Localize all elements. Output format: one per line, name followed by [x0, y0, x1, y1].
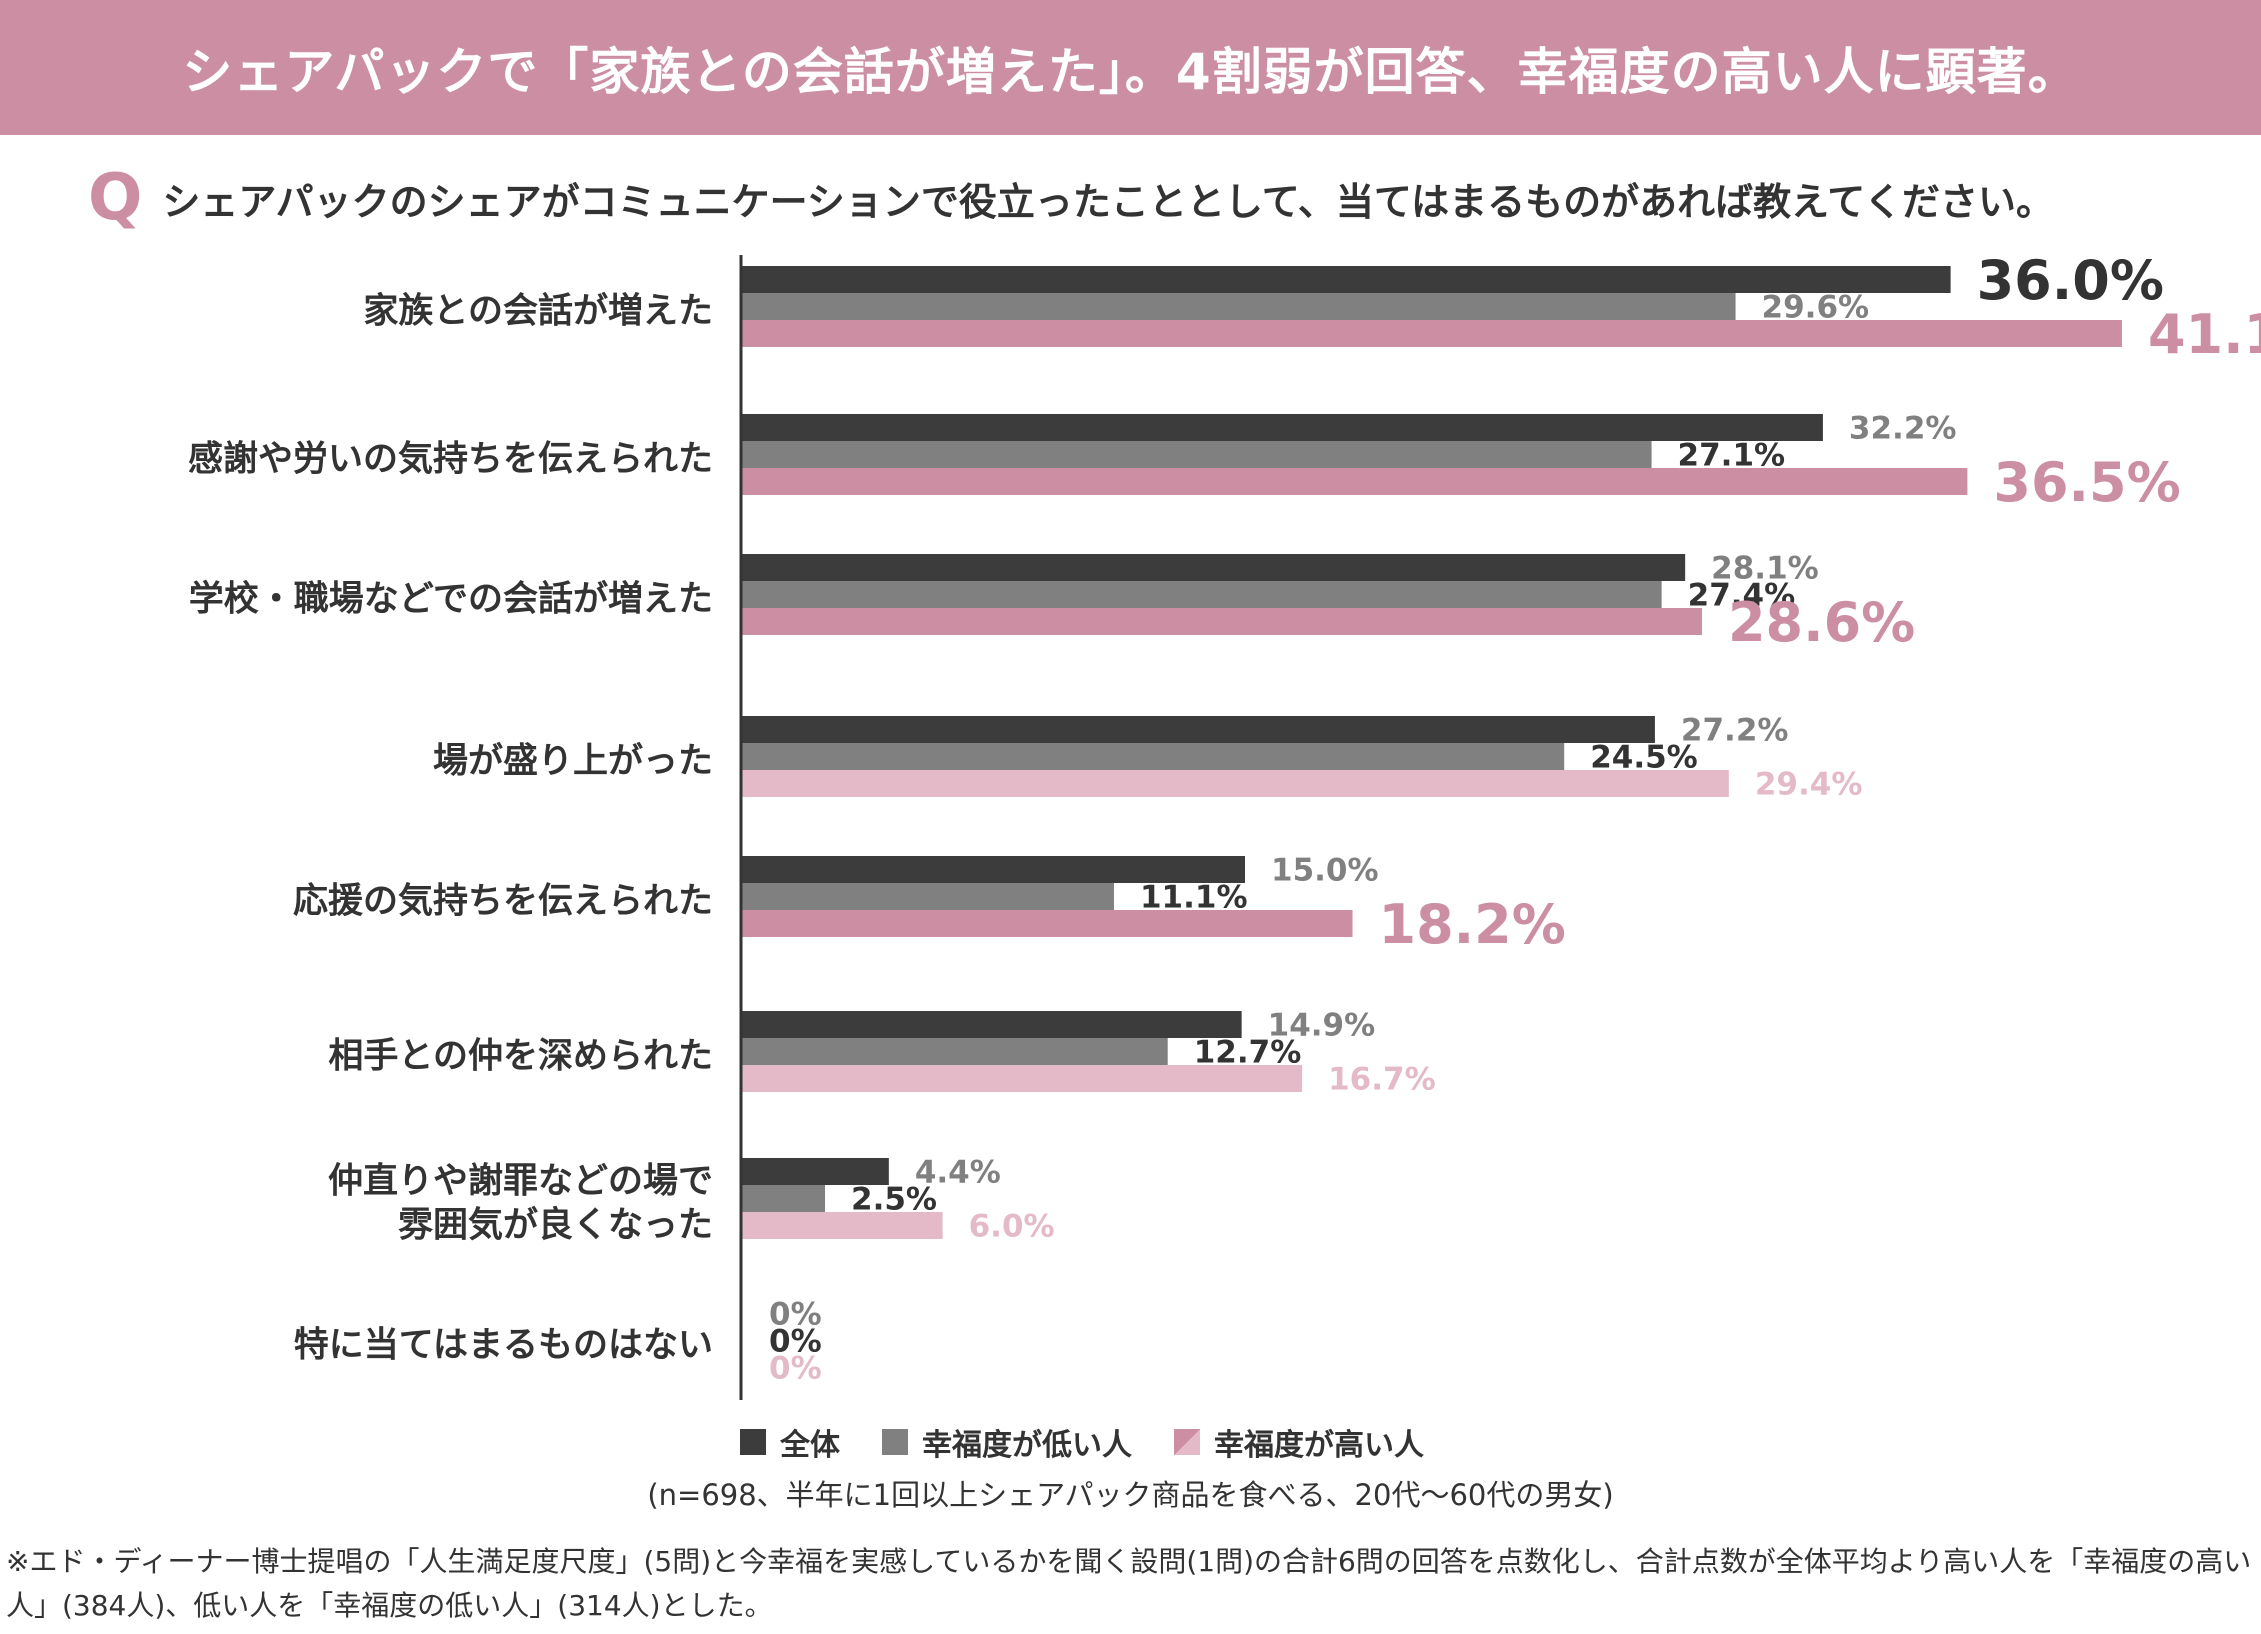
bar-overall [741, 414, 1823, 441]
data-label: 24.5% [1590, 740, 1698, 776]
bar-high-happiness [741, 910, 1353, 937]
legend-swatch-low-happiness [882, 1429, 908, 1455]
legend-item-high-happiness: 幸福度が高い人 [1174, 1420, 1424, 1464]
data-label: 18.2% [1379, 893, 1566, 956]
bar-high-happiness [741, 770, 1729, 797]
bar-overall [741, 1011, 1242, 1038]
legend-label-low-happiness: 幸福度が低い人 [922, 1428, 1132, 1463]
data-label: 12.7% [1194, 1035, 1302, 1071]
bar-overall [741, 266, 1951, 293]
bar-overall [741, 856, 1245, 883]
bar-high-happiness [741, 468, 1968, 495]
data-label: 2.5% [851, 1182, 937, 1218]
bar-high-happiness [741, 1065, 1303, 1092]
legend-swatch-overall [740, 1429, 766, 1455]
question-mark: Q [88, 161, 143, 235]
category-label: 仲直りや謝罪などの場で [328, 1162, 713, 1202]
category-label: 応援の気持ちを伝えられた [293, 882, 713, 922]
data-label: 4.4% [915, 1155, 1001, 1191]
data-label: 36.5% [1993, 451, 2180, 514]
legend: 全体 幸福度が低い人 幸福度が高い人 [740, 1420, 1466, 1464]
category-label: 学校・職場などでの会話が増えた [189, 579, 713, 620]
data-label: 6.0% [969, 1209, 1055, 1245]
data-label: 14.9% [1268, 1008, 1376, 1044]
bar-overall [741, 1158, 889, 1185]
bar-low-happiness [741, 883, 1114, 910]
bar-low-happiness [741, 1038, 1168, 1065]
data-label: 0% [769, 1324, 822, 1360]
data-label: 16.7% [1328, 1062, 1436, 1098]
category-label: 家族との会話が増えた [363, 292, 713, 332]
category-label: 特に当てはまるものはない [294, 1326, 713, 1366]
data-label: 27.2% [1681, 713, 1789, 749]
bar-low-happiness [741, 1185, 825, 1212]
data-label: 28.6% [1728, 591, 1915, 654]
legend-item-overall: 全体 [740, 1420, 840, 1464]
data-label: 36.0% [1977, 249, 2164, 312]
category-label: 感謝や労いの気持ちを伝えられた [188, 440, 713, 480]
legend-swatch-high-happiness [1174, 1429, 1200, 1455]
question-text: シェアパックのシェアがコミュニケーションで役立ったこととして、当てはまるものがあ… [162, 179, 2055, 224]
bar-chart: 家族との会話が増えた感謝や労いの気持ちを伝えられた学校・職場などでの会話が増えた… [188, 249, 2261, 1400]
bar-high-happiness [741, 1212, 943, 1239]
legend-item-low-happiness: 幸福度が低い人 [882, 1420, 1132, 1464]
bar-overall [741, 716, 1655, 743]
data-label: 11.1% [1140, 880, 1248, 916]
bar-low-happiness [741, 293, 1736, 320]
title-banner: シェアパックで「家族との会話が増えた」。4割弱が回答、幸福度の高い人に顕著。 [0, 0, 2261, 135]
category-label: 雰囲気が良くなった [398, 1206, 713, 1246]
data-label: 0% [769, 1351, 822, 1387]
data-label: 0% [769, 1297, 822, 1333]
bar-low-happiness [741, 581, 1662, 608]
data-label: 27.1% [1678, 438, 1786, 474]
data-label: 27.4% [1688, 578, 1796, 614]
bar-low-happiness [741, 441, 1652, 468]
category-label: 相手との仲を深められた [328, 1037, 713, 1077]
question-line: Q シェアパックのシェアがコミュニケーションで役立ったこととして、当てはまるもの… [88, 158, 2054, 238]
bar-high-happiness [741, 608, 1702, 635]
footnote: ※エド・ディーナー博士提唱の「人生満足度尺度」(5問)と今幸福を実感しているかを… [6, 1545, 2252, 1622]
bar-low-happiness [741, 743, 1565, 770]
bar-overall [741, 554, 1686, 581]
data-label: 29.6% [1762, 290, 1870, 326]
data-label: 15.0% [1271, 853, 1379, 889]
sample-note: (n=698、半年に1回以上シェアパック商品を食べる、20代～60代の男女) [647, 1478, 1614, 1512]
legend-label-high-happiness: 幸福度が高い人 [1214, 1428, 1424, 1463]
data-label: 32.2% [1849, 411, 1957, 447]
category-label: 場が盛り上がった [433, 742, 713, 782]
legend-label-overall: 全体 [780, 1428, 840, 1463]
data-label: 41.1% [2148, 303, 2261, 366]
data-label: 29.4% [1755, 767, 1863, 803]
bar-high-happiness [741, 320, 2122, 347]
data-label: 28.1% [1711, 551, 1819, 587]
chart-title: シェアパックで「家族との会話が増えた」。4割弱が回答、幸福度の高い人に顕著。 [182, 42, 2079, 101]
